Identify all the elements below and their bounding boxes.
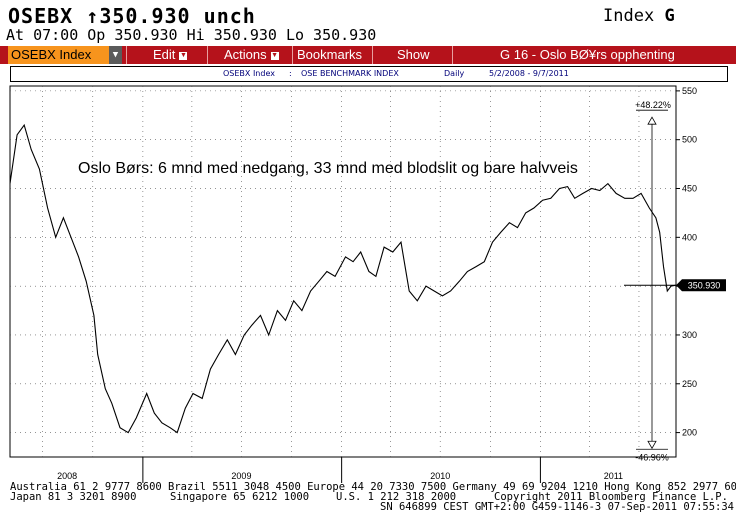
measure-up-label: +48.22% — [635, 100, 671, 110]
footer-copyright: Copyright 2011 Bloomberg Finance L.P. — [494, 491, 728, 503]
y-tick-label: 450 — [682, 184, 697, 194]
ticker: OSEBX — [8, 4, 74, 28]
y-tick-label: 500 — [682, 135, 697, 145]
dropdown-icon: ▼ — [270, 51, 279, 60]
header: OSEBX ↑350.930 unch Index G At 07:00 Op … — [0, 0, 736, 46]
chevron-down-icon[interactable]: ▼ — [109, 46, 122, 64]
footer-contacts: Australia 61 2 9777 8600 Brazil 5511 304… — [10, 481, 736, 493]
x-tick-label: 2011 — [604, 471, 623, 481]
index-key: Index G — [603, 6, 675, 26]
x-tick-label: 2010 — [430, 471, 450, 481]
chart-title: Oslo Børs: 6 mnd med nedgang, 33 mnd med… — [78, 160, 578, 177]
footer-timestamp: SN 646899 CEST GMT+2:00 G459-1146-3 07-S… — [380, 501, 735, 513]
price: 350.930 — [99, 4, 191, 28]
last-value-label: 350.930 — [688, 281, 721, 291]
info-period: Daily — [444, 69, 465, 78]
x-tick-label: 2009 — [231, 471, 251, 481]
menu-separator — [452, 46, 453, 64]
info-name: OSE BENCHMARK INDEX — [301, 69, 399, 78]
menu-show[interactable]: Show — [397, 46, 430, 64]
quote-line: At 07:00 Op 350.930 Hi 350.930 Lo 350.93… — [6, 26, 377, 44]
info-security: OSEBX Index — [223, 69, 275, 78]
footer: Australia 61 2 9777 8600 Brazil 5511 304… — [0, 480, 736, 527]
x-tick-label: 2008 — [57, 471, 77, 481]
last-value-pointer — [676, 279, 682, 292]
menu-page-label: G 16 - Oslo BØ¥rs opphenting — [500, 47, 675, 62]
footer-japan: Japan 81 3 3201 8900 — [10, 491, 137, 503]
footer-us: U.S. 1 212 318 2000 — [336, 491, 457, 503]
menu-edit[interactable]: Edit ▼ — [153, 46, 188, 64]
series-line — [9, 123, 677, 434]
y-tick-label: 300 — [682, 330, 697, 340]
security-info-bar: OSEBX Index : OSE BENCHMARK INDEX Daily … — [10, 66, 728, 82]
y-tick-label: 250 — [682, 379, 697, 389]
info-range: 5/2/2008 - 9/7/2011 — [489, 69, 569, 78]
measure-up-arrow — [647, 116, 657, 125]
y-tick-label: 550 — [682, 86, 697, 96]
menu-edit-label: Edit — [153, 47, 176, 62]
last-value-box — [682, 279, 726, 292]
menu-show-label: Show — [397, 47, 430, 62]
security-selector-label: OSEBX Index — [11, 47, 92, 62]
menu-separator — [207, 46, 208, 64]
footer-singapore: Singapore 65 6212 1000 — [170, 491, 310, 503]
plot-area — [9, 85, 677, 458]
y-tick-label: 200 — [682, 428, 697, 438]
up-arrow-icon: ↑ — [86, 4, 100, 28]
measure-down-arrow — [647, 440, 657, 450]
menu-separator — [126, 46, 127, 64]
y-tick-label: 400 — [682, 232, 697, 242]
menu-bookmarks[interactable]: Bookmarks — [297, 46, 362, 64]
menu-separator — [372, 46, 373, 64]
change: unch — [203, 4, 256, 28]
menu-separator — [292, 46, 293, 64]
index-label: Index — [603, 6, 655, 26]
ticker-line: OSEBX ↑350.930 unch — [8, 4, 256, 28]
menu-page[interactable]: G 16 - Oslo BØ¥rs opphenting — [500, 46, 675, 64]
security-selector[interactable]: OSEBX Index ▼ — [8, 46, 122, 64]
menu-bookmarks-label: Bookmarks — [297, 47, 363, 62]
measure-down-label: -46.96% — [635, 452, 669, 462]
menu-actions-label: Actions — [224, 47, 267, 62]
menu-actions[interactable]: Actions ▼ — [224, 46, 279, 64]
dropdown-icon: ▼ — [179, 51, 188, 60]
info-colon: : — [289, 69, 292, 78]
index-key-letter: G — [664, 6, 675, 26]
